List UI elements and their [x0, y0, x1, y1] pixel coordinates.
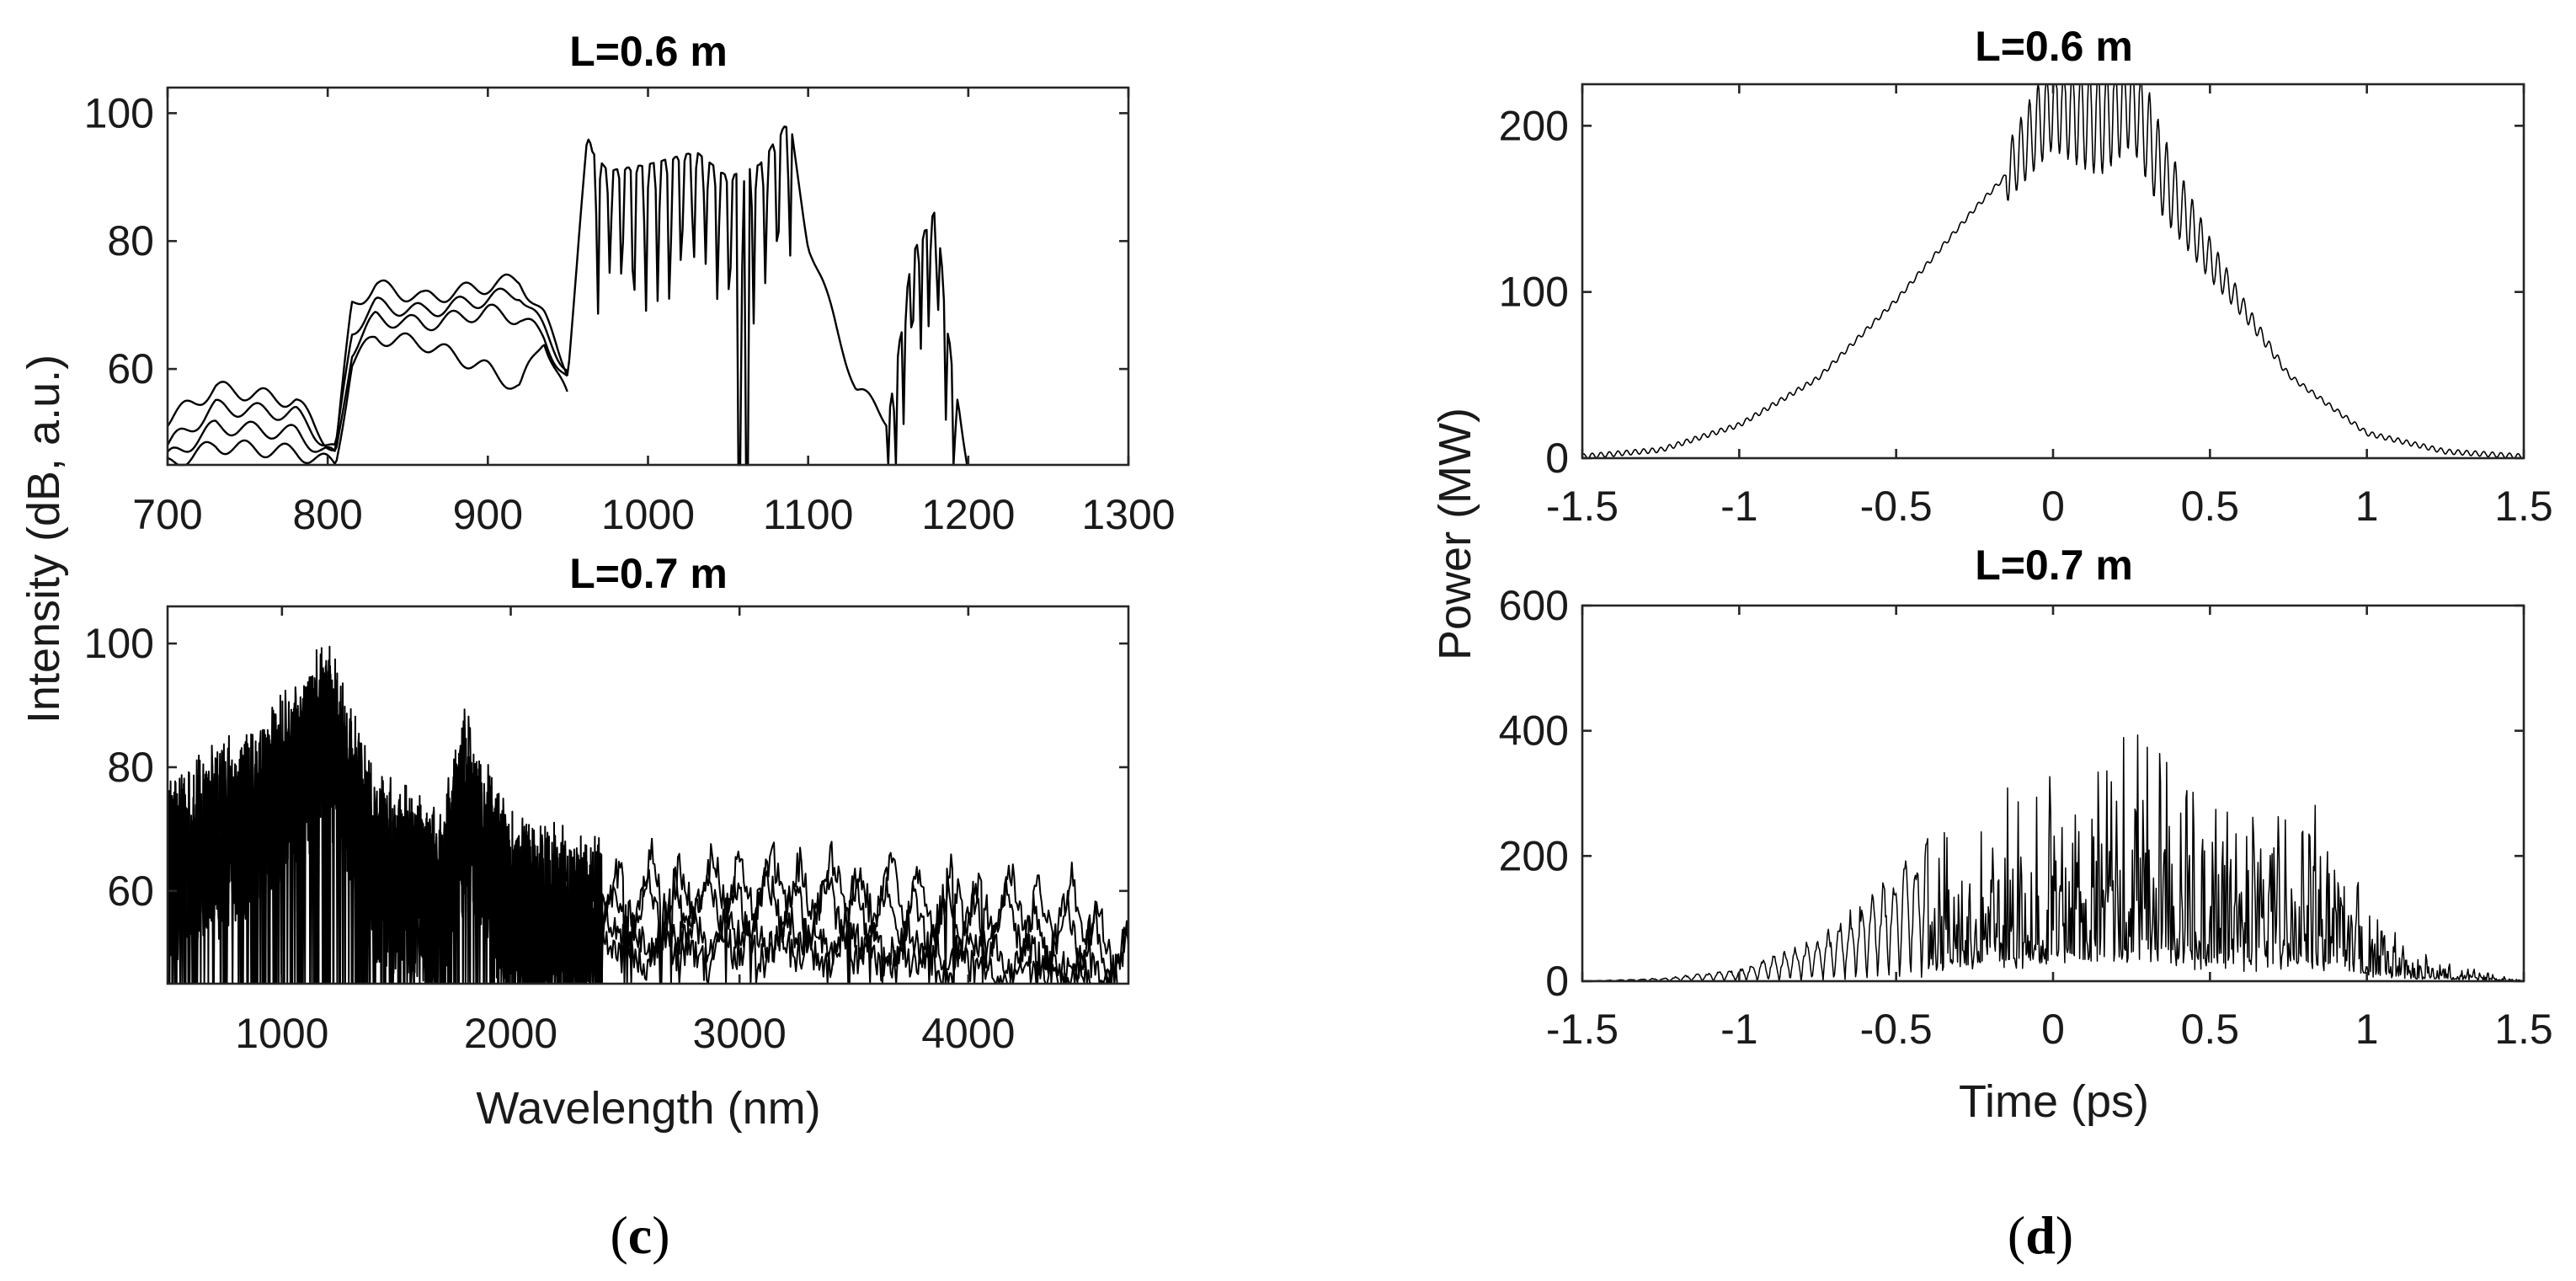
chart-c-top-ticks: 700 800 900 1000 1100 1200 1300 60 80 100 — [84, 88, 1176, 538]
x-tick-label: 0 — [2041, 1006, 2065, 1053]
chart-d-bottom-series — [1582, 734, 2524, 982]
chart-c-bottom-ticks: 1000 2000 3000 4000 60 80 100 — [84, 606, 1128, 1057]
y-axis-label-c: Intensity (dB, a.u.) — [19, 355, 69, 723]
panel-letter-c: c — [628, 1205, 652, 1265]
chart-d-bottom-frame — [1581, 604, 2525, 983]
chart-c-top: L=0.6 m 700 800 900 1000 1100 1200 1300 60 80 100 — [84, 28, 1176, 538]
y-tick-label: 100 — [1499, 269, 1569, 316]
chart-d-top-title: L=0.6 m — [1975, 23, 2133, 70]
chart-c-bottom-title: L=0.7 m — [569, 550, 728, 597]
y-tick-label: 80 — [107, 217, 154, 264]
x-tick-label: 1000 — [601, 491, 695, 538]
y-tick-label: 60 — [107, 345, 154, 392]
chart-c-top-frame — [166, 86, 1130, 467]
x-axis-label-c: Wavelength (nm) — [476, 1083, 820, 1134]
x-tick-label: 1.5 — [2494, 1006, 2553, 1053]
x-tick-label: 900 — [453, 491, 523, 538]
x-tick-label: 3000 — [693, 1010, 787, 1057]
chart-c-top-title: L=0.6 m — [569, 28, 728, 75]
chart-d-top-frame — [1581, 83, 2525, 460]
panel-label-c: (c) — [610, 1205, 669, 1265]
x-tick-label: 0 — [2041, 483, 2065, 530]
x-tick-label: 4000 — [921, 1010, 1015, 1057]
chart-d-bottom-title: L=0.7 m — [1975, 542, 2133, 589]
chart-c-top-series — [166, 125, 968, 467]
x-tick-label: 0.5 — [2181, 1006, 2240, 1053]
y-tick-label: 60 — [107, 867, 154, 915]
y-tick-label: 100 — [84, 89, 154, 136]
series-line — [167, 332, 568, 467]
x-tick-label: 1 — [2355, 1006, 2379, 1053]
y-tick-label: 100 — [84, 620, 154, 667]
x-tick-label: 2000 — [464, 1010, 557, 1057]
y-tick-label: 0 — [1545, 435, 1569, 482]
x-tick-label: -1 — [1720, 483, 1757, 530]
chart-d-bottom: L=0.7 m -1.5 -1 -0.5 0 0.5 1 1.5 0 200 400 600 — [1499, 542, 2553, 1053]
y-tick-label: 600 — [1499, 582, 1569, 629]
series-line — [1582, 734, 2524, 982]
chart-d-top-ticks: -1.5 -1 -0.5 0 0.5 1 1.5 0 100 200 — [1499, 84, 2553, 530]
x-tick-label: -1.5 — [1546, 1006, 1619, 1053]
chart-d-bottom-ticks: -1.5 -1 -0.5 0 0.5 1 1.5 0 200 400 600 — [1499, 582, 2553, 1053]
y-tick-label: 400 — [1499, 707, 1569, 755]
chart-c-bottom-frame — [166, 605, 1130, 985]
y-tick-label: 200 — [1499, 832, 1569, 879]
y-axis-label-d: Power (MW) — [1430, 408, 1480, 660]
panel-label-d: (d) — [2008, 1205, 2073, 1265]
x-tick-label: 1 — [2355, 483, 2379, 530]
x-tick-label: 1100 — [763, 491, 854, 538]
x-tick-label: 1.5 — [2494, 483, 2553, 530]
panel-letter-d: d — [2025, 1205, 2056, 1265]
chart-d-top-series — [1581, 83, 2525, 459]
x-tick-label: 1000 — [235, 1010, 328, 1057]
x-tick-label: 800 — [292, 491, 362, 538]
x-tick-label: 0.5 — [2181, 483, 2240, 530]
x-tick-label: 700 — [132, 491, 202, 538]
x-tick-label: 1200 — [921, 491, 1015, 538]
x-tick-label: -1 — [1720, 1006, 1757, 1053]
chart-d-top: L=0.6 m -1.5 -1 -0.5 0 0.5 1 1.5 0 100 200 — [1499, 23, 2553, 530]
x-tick-label: 1300 — [1081, 491, 1175, 538]
chart-c-bottom-series — [167, 645, 1129, 985]
series-line — [1581, 83, 2525, 459]
chart-c-bottom: L=0.7 m 1000 2000 3000 4000 60 80 100 — [84, 550, 1130, 1057]
x-tick-label: -1.5 — [1546, 483, 1619, 530]
series-line — [166, 287, 568, 447]
y-tick-label: 200 — [1499, 102, 1569, 149]
x-axis-label-d: Time (ps) — [1959, 1076, 2149, 1127]
x-tick-label: -0.5 — [1860, 483, 1933, 530]
y-tick-label: 80 — [107, 744, 154, 791]
series-line — [167, 303, 568, 453]
y-tick-label: 0 — [1545, 958, 1569, 1005]
x-tick-label: -0.5 — [1860, 1006, 1933, 1053]
series-line — [167, 673, 1128, 985]
